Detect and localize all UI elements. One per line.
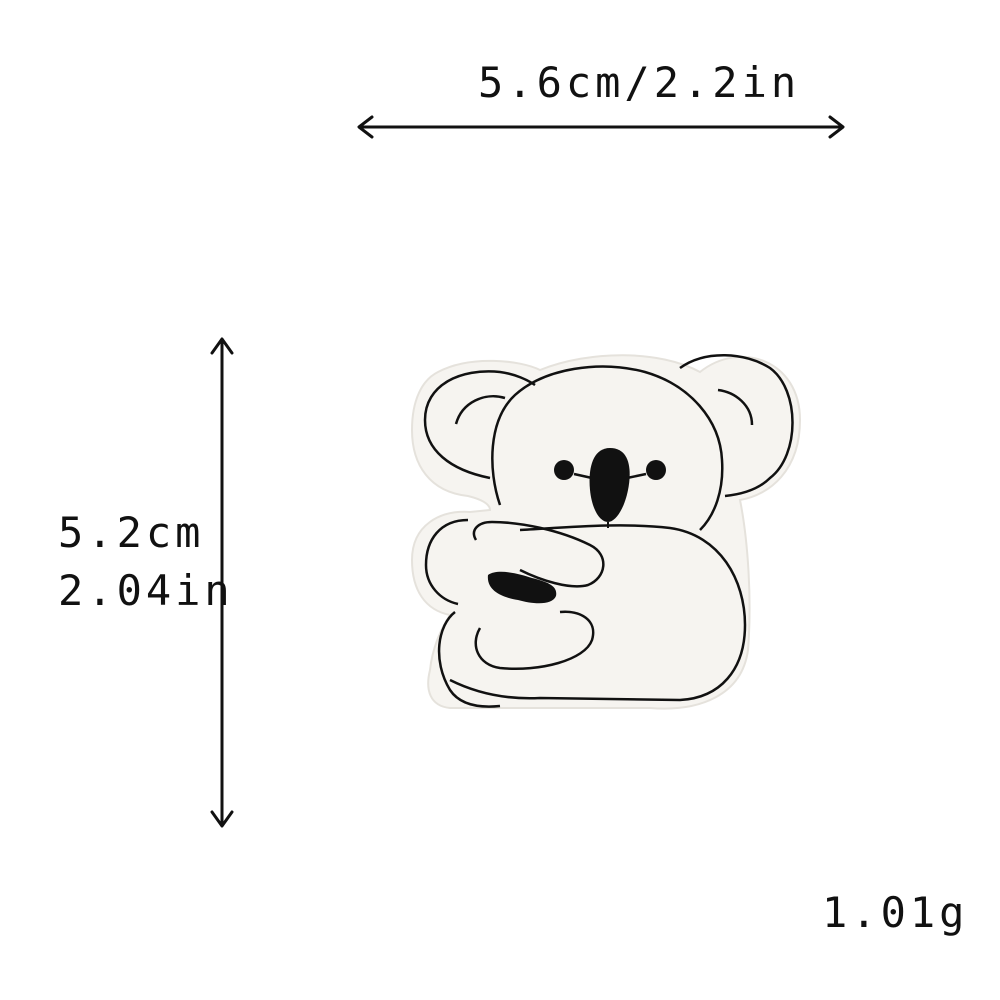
right-eye (646, 460, 666, 480)
left-eye (554, 460, 574, 480)
